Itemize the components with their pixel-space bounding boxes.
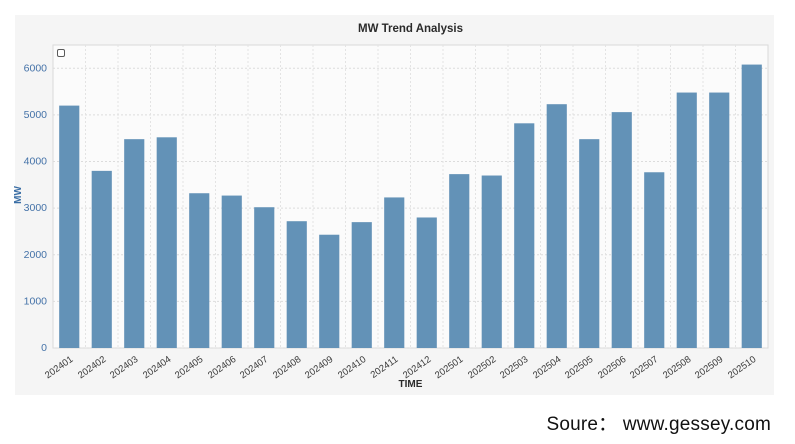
svg-text:5000: 5000 [24, 109, 48, 121]
svg-text:4000: 4000 [24, 156, 48, 168]
svg-text:3000: 3000 [24, 202, 48, 214]
svg-text:6000: 6000 [24, 62, 48, 74]
svg-text:2000: 2000 [24, 249, 48, 261]
svg-text:1000: 1000 [24, 295, 48, 307]
svg-text:0: 0 [41, 342, 47, 354]
